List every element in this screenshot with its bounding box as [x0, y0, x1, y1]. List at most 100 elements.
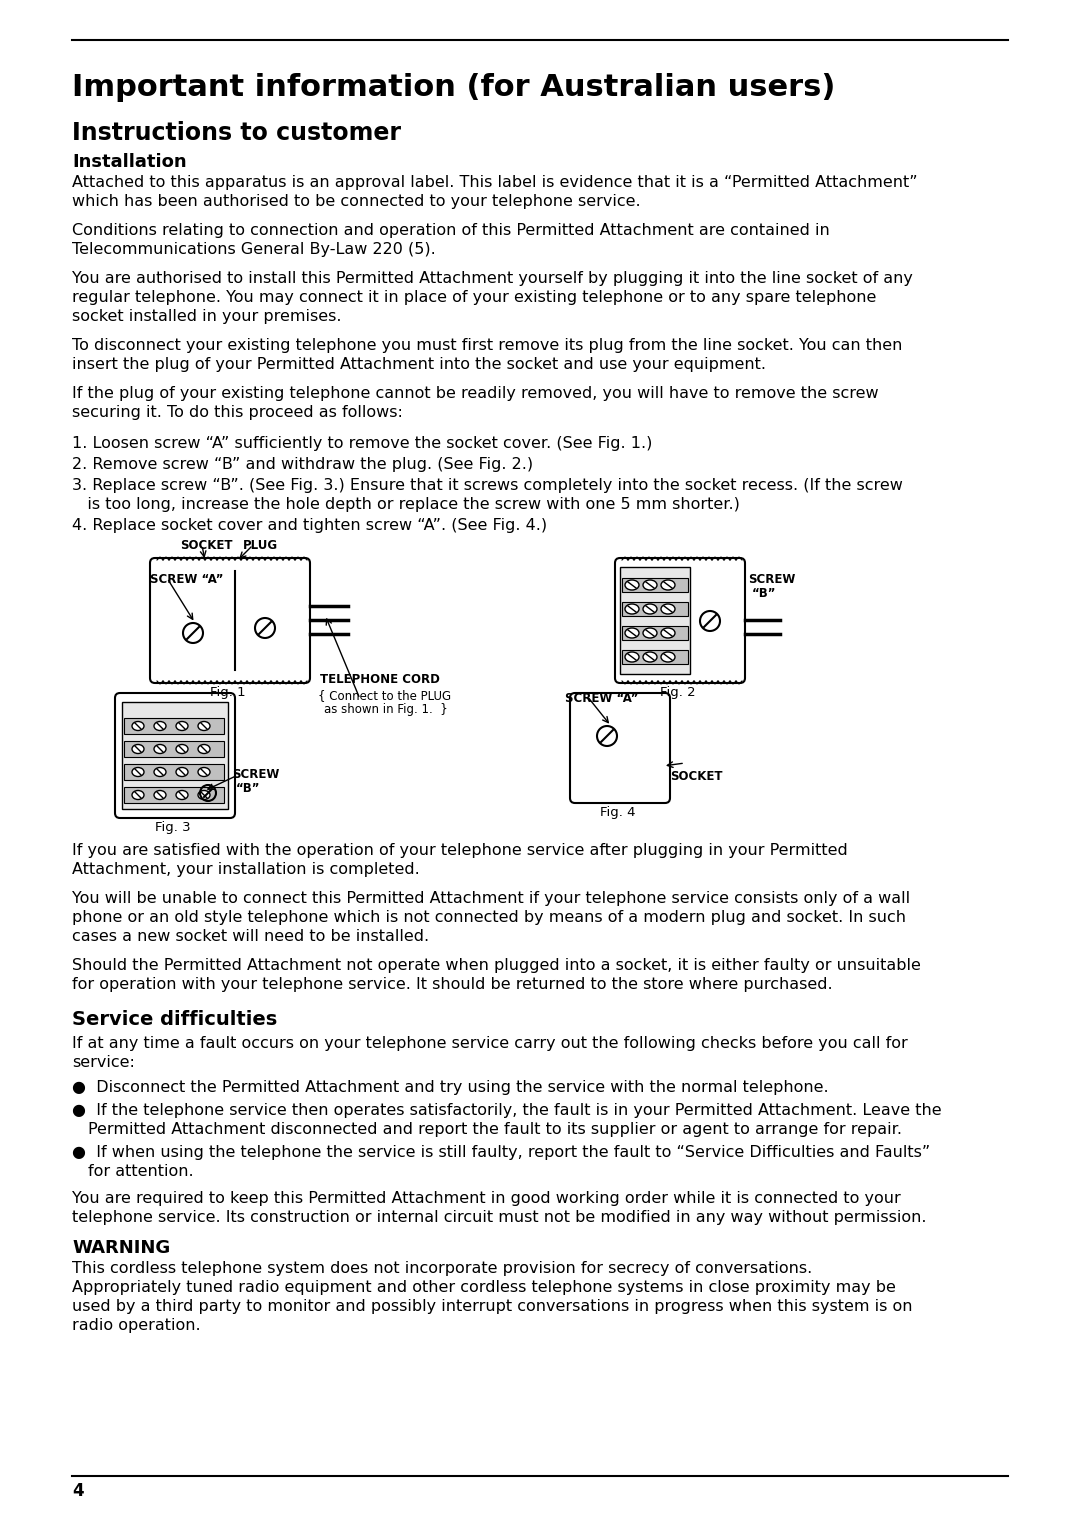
Text: If at any time a fault occurs on your telephone service carry out the following : If at any time a fault occurs on your te…	[72, 1036, 908, 1051]
Ellipse shape	[154, 790, 166, 799]
Text: SCREW “A”: SCREW “A”	[150, 573, 224, 587]
Ellipse shape	[198, 744, 210, 753]
Text: “B”: “B”	[237, 782, 260, 795]
Ellipse shape	[132, 721, 144, 730]
Ellipse shape	[643, 652, 657, 662]
Text: Telecommunications General By-Law 220 (5).: Telecommunications General By-Law 220 (5…	[72, 241, 435, 257]
Text: insert the plug of your Permitted Attachment into the socket and use your equipm: insert the plug of your Permitted Attach…	[72, 358, 766, 371]
Ellipse shape	[176, 744, 188, 753]
Ellipse shape	[154, 721, 166, 730]
Text: 4. Replace socket cover and tighten screw “A”. (See Fig. 4.): 4. Replace socket cover and tighten scre…	[72, 518, 548, 533]
Ellipse shape	[643, 581, 657, 590]
Ellipse shape	[661, 581, 675, 590]
FancyBboxPatch shape	[570, 694, 670, 804]
Text: radio operation.: radio operation.	[72, 1319, 201, 1332]
Bar	[124, 718, 224, 733]
Ellipse shape	[198, 767, 210, 776]
Ellipse shape	[132, 767, 144, 776]
Ellipse shape	[625, 581, 639, 590]
Text: If the plug of your existing telephone cannot be readily removed, you will have : If the plug of your existing telephone c…	[72, 387, 879, 400]
Text: To disconnect your existing telephone you must first remove its plug from the li: To disconnect your existing telephone yo…	[72, 338, 903, 353]
Text: securing it. To do this proceed as follows:: securing it. To do this proceed as follo…	[72, 405, 403, 420]
Ellipse shape	[643, 628, 657, 639]
Ellipse shape	[132, 744, 144, 753]
Text: Important information (for Australian users): Important information (for Australian us…	[72, 73, 835, 102]
Ellipse shape	[154, 744, 166, 753]
Text: 2. Remove screw “B” and withdraw the plug. (See Fig. 2.): 2. Remove screw “B” and withdraw the plu…	[72, 457, 534, 472]
Bar	[622, 649, 688, 665]
Ellipse shape	[198, 721, 210, 730]
FancyBboxPatch shape	[615, 558, 745, 683]
Text: 3. Replace screw “B”. (See Fig. 3.) Ensure that it screws completely into the so: 3. Replace screw “B”. (See Fig. 3.) Ensu…	[72, 478, 903, 494]
Bar	[124, 787, 224, 804]
Text: socket installed in your premises.: socket installed in your premises.	[72, 309, 341, 324]
Ellipse shape	[661, 652, 675, 662]
Ellipse shape	[661, 628, 675, 639]
Text: SOCKET: SOCKET	[180, 539, 232, 552]
Bar	[622, 578, 688, 591]
Text: You are required to keep this Permitted Attachment in good working order while i: You are required to keep this Permitted …	[72, 1190, 901, 1206]
Ellipse shape	[625, 604, 639, 614]
Ellipse shape	[625, 628, 639, 639]
Text: TELEPHONE CORD: TELEPHONE CORD	[320, 672, 440, 686]
Text: { Connect to the PLUG: { Connect to the PLUG	[318, 689, 451, 701]
Ellipse shape	[176, 790, 188, 799]
Text: Fig. 2: Fig. 2	[660, 686, 696, 698]
Ellipse shape	[198, 790, 210, 799]
Text: If you are satisfied with the operation of your telephone service after plugging: If you are satisfied with the operation …	[72, 843, 848, 859]
Text: telephone service. Its construction or internal circuit must not be modified in : telephone service. Its construction or i…	[72, 1210, 927, 1225]
Text: “B”: “B”	[752, 587, 777, 601]
Text: cases a new socket will need to be installed.: cases a new socket will need to be insta…	[72, 929, 429, 944]
FancyBboxPatch shape	[122, 701, 228, 808]
FancyBboxPatch shape	[620, 567, 690, 674]
Text: as shown in Fig. 1.  }: as shown in Fig. 1. }	[324, 703, 448, 717]
Text: SOCKET: SOCKET	[670, 770, 723, 782]
Ellipse shape	[661, 604, 675, 614]
Text: ●  If when using the telephone the service is still faulty, report the fault to : ● If when using the telephone the servic…	[72, 1144, 930, 1160]
Text: Fig. 4: Fig. 4	[600, 805, 635, 819]
Text: This cordless telephone system does not incorporate provision for secrecy of con: This cordless telephone system does not …	[72, 1261, 812, 1276]
Text: Appropriately tuned radio equipment and other cordless telephone systems in clos: Appropriately tuned radio equipment and …	[72, 1280, 896, 1296]
Ellipse shape	[154, 767, 166, 776]
Bar	[124, 741, 224, 756]
Text: PLUG: PLUG	[243, 539, 279, 552]
Text: phone or an old style telephone which is not connected by means of a modern plug: phone or an old style telephone which is…	[72, 911, 906, 924]
Text: Permitted Attachment disconnected and report the fault to its supplier or agent : Permitted Attachment disconnected and re…	[87, 1122, 902, 1137]
Text: Instructions to customer: Instructions to customer	[72, 121, 401, 145]
Text: for operation with your telephone service. It should be returned to the store wh: for operation with your telephone servic…	[72, 976, 833, 992]
Text: Service difficulties: Service difficulties	[72, 1010, 278, 1028]
FancyBboxPatch shape	[114, 694, 235, 817]
Ellipse shape	[176, 767, 188, 776]
Bar	[622, 626, 688, 640]
Text: regular telephone. You may connect it in place of your existing telephone or to : regular telephone. You may connect it in…	[72, 290, 876, 306]
Text: 4: 4	[72, 1482, 83, 1500]
Text: used by a third party to monitor and possibly interrupt conversations in progres: used by a third party to monitor and pos…	[72, 1299, 913, 1314]
Text: SCREW “A”: SCREW “A”	[565, 692, 638, 704]
Text: Fig. 1: Fig. 1	[210, 686, 245, 698]
Text: You will be unable to connect this Permitted Attachment if your telephone servic: You will be unable to connect this Permi…	[72, 891, 910, 906]
Text: Attachment, your installation is completed.: Attachment, your installation is complet…	[72, 862, 420, 877]
Ellipse shape	[625, 652, 639, 662]
Text: Should the Permitted Attachment not operate when plugged into a socket, it is ei: Should the Permitted Attachment not oper…	[72, 958, 921, 973]
FancyBboxPatch shape	[150, 558, 310, 683]
Bar	[124, 764, 224, 779]
Text: which has been authorised to be connected to your telephone service.: which has been authorised to be connecte…	[72, 194, 640, 209]
Text: ●  Disconnect the Permitted Attachment and try using the service with the normal: ● Disconnect the Permitted Attachment an…	[72, 1080, 828, 1096]
Ellipse shape	[132, 790, 144, 799]
Text: service:: service:	[72, 1054, 135, 1070]
Text: WARNING: WARNING	[72, 1239, 171, 1258]
Text: You are authorised to install this Permitted Attachment yourself by plugging it : You are authorised to install this Permi…	[72, 270, 913, 286]
Text: 1. Loosen screw “A” sufficiently to remove the socket cover. (See Fig. 1.): 1. Loosen screw “A” sufficiently to remo…	[72, 435, 652, 451]
Text: Fig. 3: Fig. 3	[156, 821, 191, 834]
Text: SCREW: SCREW	[748, 573, 795, 587]
Text: Conditions relating to connection and operation of this Permitted Attachment are: Conditions relating to connection and op…	[72, 223, 829, 238]
Text: SCREW: SCREW	[232, 769, 280, 781]
Ellipse shape	[176, 721, 188, 730]
Text: Attached to this apparatus is an approval label. This label is evidence that it : Attached to this apparatus is an approva…	[72, 176, 918, 189]
Text: for attention.: for attention.	[87, 1164, 193, 1180]
Text: Installation: Installation	[72, 153, 187, 171]
Text: ●  If the telephone service then operates satisfactorily, the fault is in your P: ● If the telephone service then operates…	[72, 1103, 942, 1118]
Ellipse shape	[643, 604, 657, 614]
Bar	[622, 602, 688, 616]
Text: is too long, increase the hole depth or replace the screw with one 5 mm shorter.: is too long, increase the hole depth or …	[72, 497, 740, 512]
